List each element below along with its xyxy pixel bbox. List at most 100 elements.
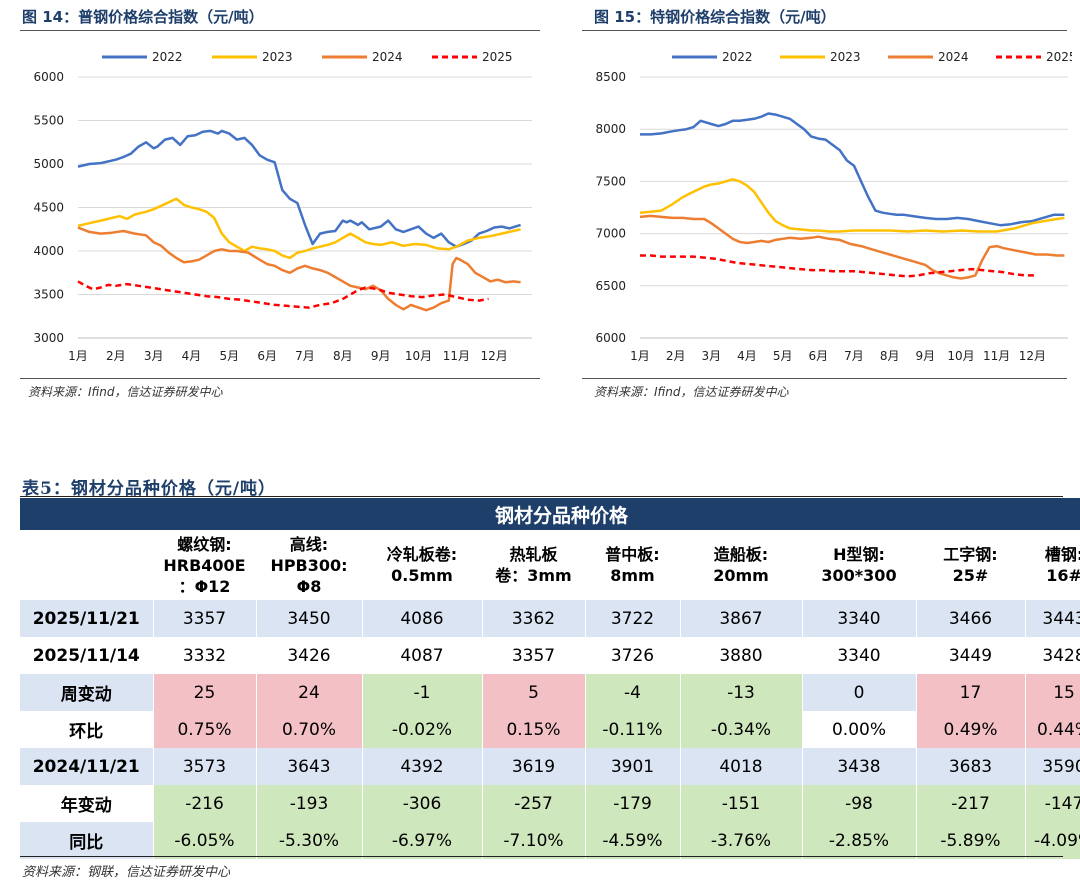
legend-label-2022: 2022 [152,50,183,64]
table-cell: -0.11% [585,711,681,748]
table-source: 资料来源：钢联，信达证券研发中心 [22,865,231,880]
y-tick-label: 7500 [595,174,626,188]
legend-label-2023: 2023 [830,50,861,64]
x-tick-label: 1月 [630,349,650,363]
y-tick-label: 4000 [33,244,64,258]
series-line-2022 [77,129,521,248]
table-cell: -5.30% [256,822,363,859]
table-cell: 3867 [680,600,803,637]
table-row: 2024/11/21 3573 3643 4392 3619 3901 4018 3438 36… [20,748,1080,785]
table-row: 周变动 25 24 -1 5 -4 -13 0 17 15 [20,674,1080,711]
x-tick-label: 8月 [333,349,353,363]
table-cell: 25 [153,674,257,711]
table-cell: -0.02% [362,711,483,748]
figure-15-bottom-rule [582,378,1067,379]
x-tick-label: 6月 [809,349,829,363]
table-row: 2025/11/21 3357 3450 4086 3362 3722 3867 3340 34… [20,600,1080,637]
figure-14-title: 图 14：普钢价格综合指数（元/吨） [22,8,264,26]
table-cell: 3722 [585,600,681,637]
table-cell: -98 [802,785,917,822]
legend-label-2025: 2025 [1046,50,1072,64]
table-cell: 3362 [482,600,586,637]
table-cell: -0.34% [680,711,803,748]
figure-14-bottom-rule [20,378,540,379]
table-cell: -179 [585,785,681,822]
table-cell: -193 [256,785,363,822]
column-header: 槽钢: 16# [1025,530,1080,600]
row-label: 2025/11/21 [20,600,154,637]
table-top-rule [20,496,1063,497]
table-cell: -151 [680,785,803,822]
table-cell: 3449 [916,637,1026,674]
table-cell: -5.89% [916,822,1026,859]
table-cell: -6.05% [153,822,257,859]
y-tick-label: 6000 [595,331,626,345]
chart-special-steel-index: 6000 6500 7000 7500 8000 8500 1月 2月 3月 4月 5月 6月 7月 8月… [595,50,1072,363]
y-tick-label: 5500 [33,114,64,128]
x-tick-label: 12月 [481,349,508,363]
chart-steel-index: 3000 3500 4000 4500 5000 5500 6000 1月 2月 3月 4月 5月 6月… [33,50,532,363]
table-cell: 3643 [256,748,363,785]
table-cell: 3450 [256,600,363,637]
x-tick-label: 10月 [405,349,432,363]
figure-15-title: 图 15：特钢价格综合指数（元/吨） [594,8,836,26]
x-tick-label: 5月 [773,349,793,363]
row-label: 同比 [20,822,154,859]
x-tick-label: 6月 [257,349,277,363]
x-tick-label: 3月 [702,349,722,363]
table-cell: 17 [916,674,1026,711]
x-tick-label: 7月 [844,349,864,363]
series-line-2022 [640,112,1065,227]
series-line-2025 [77,280,489,309]
price-table: 钢材分品种价格 螺纹钢: HRB400E ：Φ12 高线: HPB300: Φ8 冷轧板卷:… [20,498,1080,859]
table-cell: -2.85% [802,822,917,859]
legend-label-2025: 2025 [482,50,513,64]
series-line-2025 [640,254,1036,278]
table-cell: -4.59% [585,822,681,859]
table-cell: -216 [153,785,257,822]
column-header: 高线: HPB300: Φ8 [256,530,363,600]
table-cell: 0.44% [1025,711,1080,748]
table-cell: 0 [802,674,917,711]
table-cell: 3438 [802,748,917,785]
x-tick-label: 2月 [106,349,126,363]
table-cell: 3340 [802,600,917,637]
figure-15-top-rule [582,30,1067,31]
table-cell: 3428 [1025,637,1080,674]
table-cell: -217 [916,785,1026,822]
column-header: 工字钢: 25# [916,530,1026,600]
column-header: 造船板: 20mm [680,530,803,600]
table-cell: -13 [680,674,803,711]
table-cell: 3683 [916,748,1026,785]
x-tick-label: 1月 [68,349,88,363]
table-cell: 3619 [482,748,586,785]
table-cell: 4087 [362,637,483,674]
x-tick-label: 5月 [220,349,240,363]
legend-label-2024: 2024 [938,50,969,64]
table-cell: 5 [482,674,586,711]
table-cell: 3443 [1025,600,1080,637]
table-cell: -4.09% [1025,822,1080,859]
table-cell: 15 [1025,674,1080,711]
table-header: 钢材分品种价格 [20,498,1080,530]
table-cell: 4086 [362,600,483,637]
x-tick-label: 7月 [295,349,315,363]
x-tick-label: 11月 [443,349,470,363]
x-tick-label: 12月 [1019,349,1046,363]
table-cell: -4 [585,674,681,711]
table-cell: 3332 [153,637,257,674]
table-cell: 3726 [585,637,681,674]
series-line-2024 [77,226,521,312]
table-cell: 3590 [1025,748,1080,785]
row-label: 年变动 [20,785,154,822]
table-cell: 0.49% [916,711,1026,748]
table-cell: -257 [482,785,586,822]
figure-15-source: 资料来源：Ifind，信达证券研发中心 [594,385,789,399]
table-row: 环比 0.75% 0.70% -0.02% 0.15% -0.11% -0.34% 0.00%… [20,711,1080,748]
series-line-2023 [639,178,1065,233]
table-cell: 0.00% [802,711,917,748]
x-tick-label: 11月 [983,349,1010,363]
y-tick-label: 6000 [33,70,64,84]
table-cell: 4392 [362,748,483,785]
table-cell: 24 [256,674,363,711]
